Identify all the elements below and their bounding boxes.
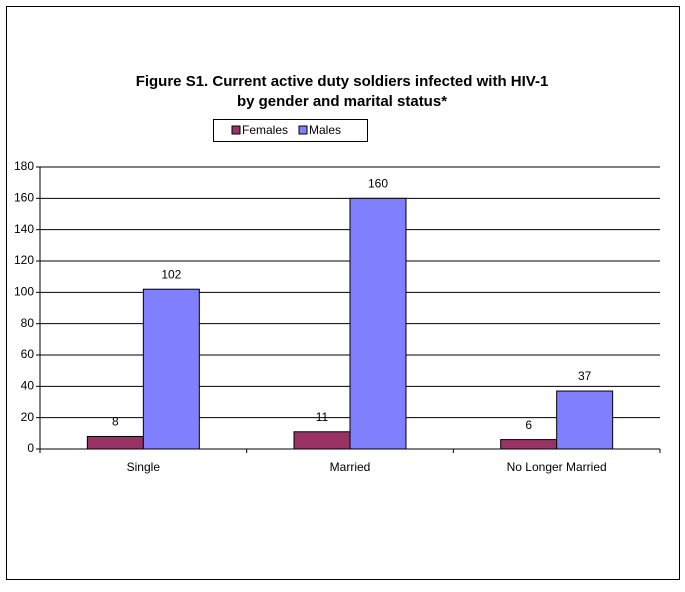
data-label: 102 [161,267,181,281]
data-label: 8 [112,415,119,429]
y-tick-label: 160 [14,191,34,205]
y-tick-label: 20 [21,410,35,424]
data-label: 11 [316,410,329,424]
y-tick-label: 60 [21,347,35,361]
x-tick-label: Single [127,460,161,474]
chart-border [6,6,680,580]
bar [86,435,144,450]
bar [349,197,407,450]
data-label: 37 [578,369,592,383]
y-tick-label: 0 [27,441,34,455]
y-tick-label: 180 [14,159,34,173]
bar [142,288,200,450]
legend-swatch [298,125,308,135]
chart-title: Figure S1. Current active duty soldiers … [136,73,549,90]
legend-swatch [231,125,241,135]
legend-label: Females [242,123,288,137]
data-label: 160 [368,177,388,191]
x-tick-label: No Longer Married [507,460,607,474]
legend-label: Males [309,123,341,137]
y-tick-label: 80 [21,316,35,330]
y-tick-label: 100 [14,285,34,299]
bar [500,439,558,450]
y-tick-label: 140 [14,222,34,236]
bar [556,390,614,450]
bar [293,431,351,450]
chart-title: by gender and marital status* [237,93,447,110]
y-tick-label: 40 [21,379,35,393]
y-tick-label: 120 [14,253,34,267]
x-tick-label: Married [330,460,371,474]
data-label: 6 [525,418,532,432]
legend-box [213,119,368,142]
